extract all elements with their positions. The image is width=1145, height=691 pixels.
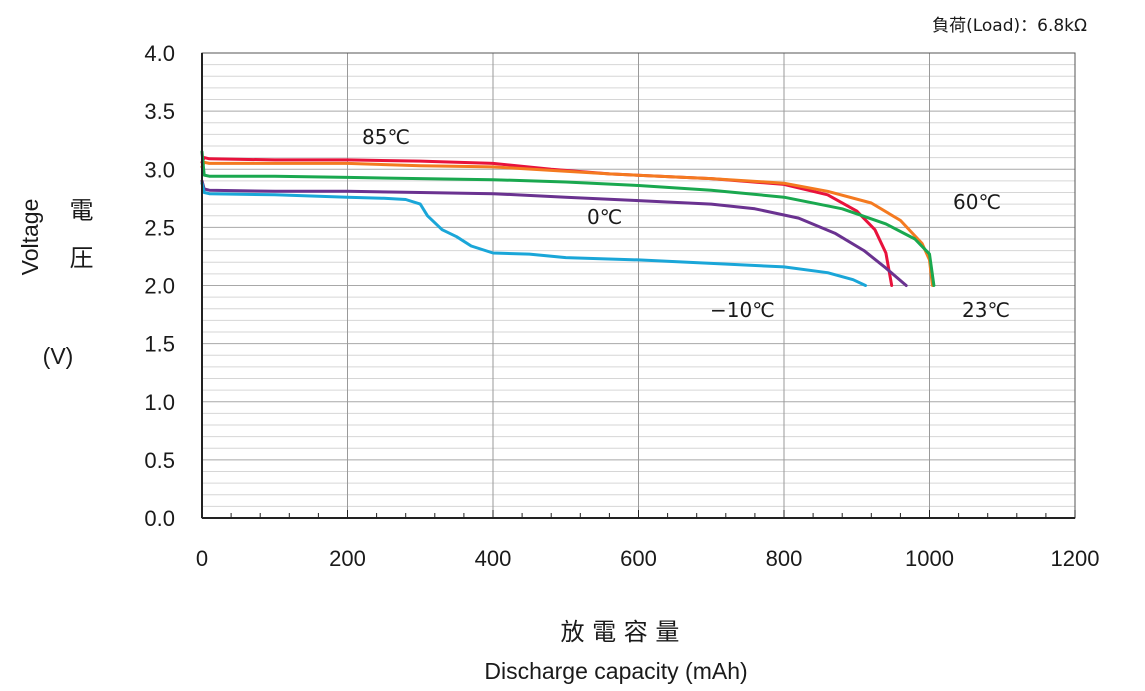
series-line-1 bbox=[200, 160, 934, 287]
x-tick-label: 1000 bbox=[905, 546, 954, 571]
x-tick-label: 600 bbox=[620, 546, 657, 571]
tick-labels: 0 200 400 600 800 1000 1200 0.0 0.5 1.0 1.5 2.0 2.5 3… bbox=[144, 41, 1099, 571]
series-line-2 bbox=[200, 150, 936, 287]
y-tick-label: 3.0 bbox=[144, 157, 175, 182]
x-axis-label-jp: 放 電 容 量 bbox=[561, 618, 680, 646]
y-tick-label: 0.5 bbox=[144, 448, 175, 473]
x-tick-label: 200 bbox=[329, 546, 366, 571]
x-axis-label: Discharge capacity (mAh) bbox=[484, 658, 747, 684]
y-axis-unit: (V) bbox=[43, 343, 74, 369]
y-tick-label: 3.5 bbox=[144, 99, 175, 124]
series-label-85c: 85℃ bbox=[362, 125, 410, 149]
x-tick-label: 800 bbox=[766, 546, 803, 571]
y-tick-label: 4.0 bbox=[144, 41, 175, 66]
x-tick-label: 1200 bbox=[1051, 546, 1100, 571]
y-tick-label: 2.5 bbox=[144, 215, 175, 240]
series-label-minus10c: −10℃ bbox=[710, 298, 775, 322]
series-lines bbox=[200, 150, 936, 287]
y-tick-label: 1.5 bbox=[144, 332, 175, 357]
load-annotation: 負荷(Load)：6.8kΩ bbox=[932, 16, 1087, 36]
y-tick-label: 1.0 bbox=[144, 390, 175, 415]
axes bbox=[201, 52, 1076, 519]
series-label-60c: 60℃ bbox=[953, 190, 1001, 214]
y-tick-label: 2.0 bbox=[144, 274, 175, 299]
y-tick-label: 0.0 bbox=[144, 506, 175, 531]
x-tick-label: 0 bbox=[196, 546, 208, 571]
y-axis-label: Voltage bbox=[17, 199, 43, 276]
series-line-4 bbox=[200, 181, 867, 287]
y-axis-label-jp: 電 圧 bbox=[65, 197, 93, 277]
x-tick-label: 400 bbox=[475, 546, 512, 571]
series-line-3 bbox=[200, 179, 908, 287]
series-label-0c: 0℃ bbox=[587, 205, 622, 229]
series-label-23c: 23℃ bbox=[962, 298, 1010, 322]
